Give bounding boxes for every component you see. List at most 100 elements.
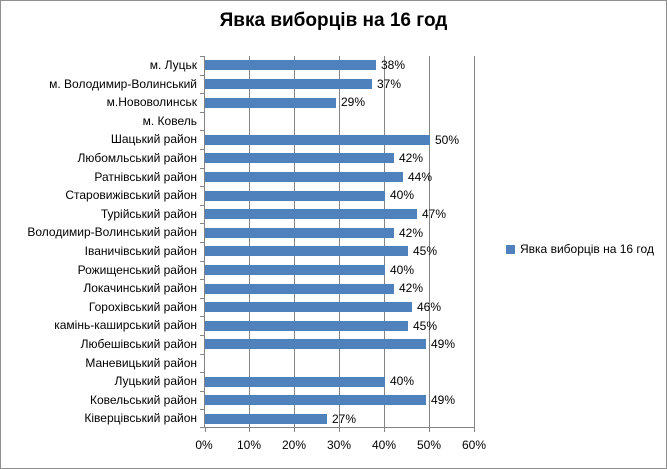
value-label: 49%	[431, 393, 456, 408]
category-label: м. Ковель	[142, 113, 197, 128]
x-axis-tick-label: 20%	[281, 438, 307, 452]
bar	[205, 321, 408, 331]
y-axis-tick	[200, 56, 205, 57]
category-label: Турійський район	[100, 206, 197, 221]
y-axis-tick	[200, 112, 205, 113]
x-axis-tick	[249, 427, 250, 432]
value-label: 40%	[390, 262, 415, 277]
gridline	[429, 56, 430, 427]
category-label: Любешівський район	[80, 337, 197, 351]
y-axis-tick	[200, 75, 205, 76]
bar	[205, 377, 385, 387]
y-axis-tick	[200, 316, 205, 317]
category-label: Ковельський район	[89, 392, 197, 407]
chart-title: Явка виборців на 16 год	[219, 10, 448, 31]
gridline	[384, 56, 385, 427]
x-axis-tick	[205, 427, 206, 432]
category-label: Маневицький район	[85, 355, 197, 370]
bar	[205, 60, 376, 70]
bar	[205, 172, 403, 182]
y-axis-tick	[200, 372, 205, 373]
bar	[205, 284, 394, 294]
gridline	[294, 56, 295, 427]
value-label: 29%	[341, 95, 366, 110]
gridline	[339, 56, 340, 427]
bar	[205, 395, 426, 405]
value-axis: 0% 10% 20% 30% 40% 50% 60%	[195, 438, 486, 454]
plot-area: 38% 37% 29% 50% 42% 44% 40% 47% 42% 45% 40% 42% 46% 4…	[200, 56, 475, 432]
legend-marker-icon	[506, 244, 515, 254]
x-axis-tick-label: 30%	[326, 438, 352, 452]
category-label: Рожищенський район	[77, 262, 197, 277]
category-axis: м. Луцьк м. Володимир-Волинський м.Нововол…	[1, 56, 197, 428]
x-axis-tick-label: 0%	[195, 438, 213, 452]
x-axis-tick-label: 40%	[371, 438, 397, 452]
gridline	[474, 56, 475, 427]
value-label: 46%	[417, 300, 442, 315]
category-label: Ківерцівський район	[84, 411, 197, 426]
gridline	[249, 56, 250, 427]
x-axis-tick	[384, 427, 385, 432]
category-label: Любомльський район	[77, 151, 197, 165]
category-label: Володимир-Волинський район	[27, 225, 197, 240]
value-label: 37%	[377, 76, 402, 91]
category-label: Локачинський район	[83, 281, 197, 296]
category-label: Іваничівський район	[84, 244, 197, 258]
bar	[205, 153, 394, 163]
category-label: камінь-каширський район	[54, 318, 197, 333]
category-label: Старовижівський район	[65, 188, 197, 203]
bar	[205, 209, 417, 219]
y-axis-tick	[200, 93, 205, 94]
y-axis-tick	[200, 409, 205, 410]
y-axis-tick	[200, 427, 205, 428]
bar	[205, 228, 394, 238]
x-axis-tick	[339, 427, 340, 432]
bar	[205, 135, 430, 145]
y-axis-tick	[200, 242, 205, 243]
category-label: м. Луцьк	[149, 58, 197, 72]
y-axis-tick	[200, 186, 205, 187]
y-axis-tick	[200, 149, 205, 150]
x-axis-tick	[474, 427, 475, 432]
y-axis-tick	[200, 298, 205, 299]
y-axis-tick	[200, 205, 205, 206]
x-axis-tick	[294, 427, 295, 432]
legend-label: Явка виборців на 16 год	[520, 242, 654, 256]
value-label: 40%	[390, 188, 415, 203]
value-label: 42%	[399, 281, 424, 296]
bar	[205, 246, 408, 256]
y-axis-tick	[200, 223, 205, 224]
category-label: м.Нововолинськ	[106, 95, 197, 110]
value-label: 50%	[435, 132, 460, 147]
value-label: 45%	[413, 244, 438, 259]
y-axis-tick	[200, 391, 205, 392]
value-label: 27%	[332, 411, 357, 426]
y-axis-tick	[200, 168, 205, 169]
value-label: 47%	[422, 207, 447, 222]
x-axis-tick-label: 50%	[416, 438, 442, 452]
bar	[205, 339, 426, 349]
category-label: м. Володимир-Волинський	[49, 76, 197, 91]
value-label: 40%	[390, 374, 415, 389]
bar	[205, 191, 385, 201]
value-label: 38%	[381, 58, 406, 73]
value-label: 49%	[431, 337, 456, 352]
x-axis-tick	[429, 427, 430, 432]
y-axis-tick	[200, 130, 205, 131]
y-axis-tick	[200, 279, 205, 280]
value-label: 44%	[408, 169, 433, 184]
value-label: 42%	[399, 151, 424, 166]
legend: Явка виборців на 16 год	[506, 242, 654, 256]
x-axis-tick-label: 60%	[461, 438, 487, 452]
category-label: Ратнівський район	[94, 169, 197, 184]
category-label: Луцький район	[114, 374, 197, 389]
x-axis-tick-label: 10%	[236, 438, 262, 452]
value-label: 42%	[399, 225, 424, 240]
bar	[205, 79, 372, 89]
value-label: 45%	[413, 318, 438, 333]
y-axis-tick	[200, 261, 205, 262]
bar	[205, 265, 385, 275]
bar	[205, 302, 412, 312]
bar	[205, 414, 327, 424]
